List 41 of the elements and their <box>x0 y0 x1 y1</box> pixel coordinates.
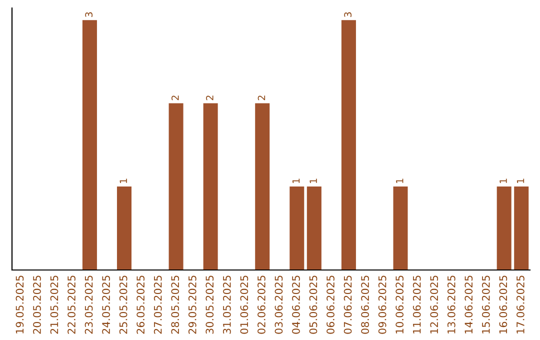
x-tick-label: 17.06.2025 <box>516 276 524 334</box>
x-tick-label: 19.05.2025 <box>16 276 24 334</box>
x-tick-label: 22.05.2025 <box>68 276 76 334</box>
x-tick-label: 12.06.2025 <box>430 276 438 334</box>
data-label: 3 <box>344 12 352 17</box>
data-label: 2 <box>172 96 179 100</box>
x-tick-label: 10.06.2025 <box>396 276 404 334</box>
x-tick-label: 26.05.2025 <box>136 276 145 334</box>
x-tick-label: 16.06.2025 <box>499 276 508 334</box>
data-label: 3 <box>85 12 93 17</box>
x-tick-label: 28.05.2025 <box>171 276 180 334</box>
x-tick-label: 29.05.2025 <box>188 276 196 334</box>
data-label: 2 <box>258 96 266 100</box>
x-tick-label: 23.05.2025 <box>84 276 93 334</box>
x-tick-label: 15.06.2025 <box>482 276 490 334</box>
x-tick-label: 09.06.2025 <box>378 276 386 334</box>
x-tick-label: 24.05.2025 <box>102 276 110 334</box>
x-tick-label: 13.06.2025 <box>447 276 456 334</box>
x-tick-label: 27.05.2025 <box>154 276 162 334</box>
x-tick-label: 04.06.2025 <box>292 276 300 334</box>
x-tick-label: 01.06.2025 <box>240 276 248 334</box>
data-label: 1 <box>292 178 300 183</box>
x-tick-label: 06.06.2025 <box>326 276 334 334</box>
x-tick-label: 31.05.2025 <box>222 276 231 334</box>
x-tick-label: 07.06.2025 <box>344 276 352 334</box>
x-tick-label: 14.06.2025 <box>464 276 473 334</box>
x-tick-label: 30.05.2025 <box>206 276 214 334</box>
x-tick-label: 21.05.2025 <box>50 276 58 334</box>
data-label: 1 <box>310 178 317 183</box>
data-label: 1 <box>120 178 127 183</box>
x-tick-label: 03.06.2025 <box>274 276 283 334</box>
x-tick-label: 25.05.2025 <box>119 276 128 334</box>
data-label: 1 <box>500 178 507 183</box>
data-label: 1 <box>516 178 524 183</box>
data-label: 1 <box>396 178 404 183</box>
x-tick-label: 08.06.2025 <box>361 276 369 334</box>
data-label: 2 <box>206 96 214 100</box>
x-tick-label: 05.06.2025 <box>309 276 318 334</box>
x-tick-label: 02.06.2025 <box>258 276 266 334</box>
x-tick-label: 11.06.2025 <box>412 276 421 334</box>
x-tick-label: 20.05.2025 <box>33 276 41 334</box>
